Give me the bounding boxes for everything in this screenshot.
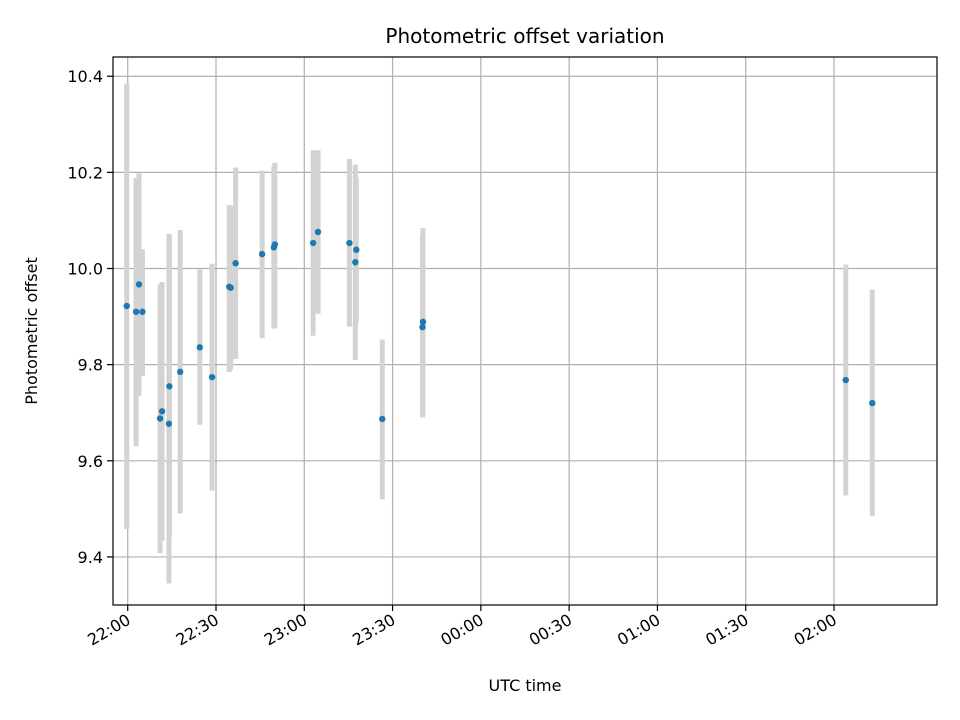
data-point [158,408,166,415]
data-point [309,239,317,247]
data-point [869,399,876,407]
y-tick-label: 9.8 [78,356,103,375]
data-point [258,250,266,258]
data-point [379,415,386,423]
data-point [232,260,239,267]
data-point [139,308,146,315]
data-point [271,241,279,248]
x-axis-label: UTC time [489,676,562,695]
data-points [123,228,876,427]
chart-title: Photometric offset variation [385,24,664,48]
y-tick-label: 9.4 [78,548,103,567]
data-point [156,415,164,422]
data-point [419,318,427,326]
y-tick-label: 10.0 [67,260,103,279]
data-point [208,373,216,381]
data-point [842,376,849,384]
data-point [135,281,143,288]
data-point [353,246,360,253]
data-point [352,259,359,266]
grid [113,57,937,605]
y-axis-ticks: 9.4 9.6 9.8 10.0 10.2 10.4 [67,67,113,567]
data-point [227,284,234,291]
data-point [166,383,173,390]
data-point [165,420,173,427]
y-tick-label: 10.2 [67,163,103,182]
data-point [314,228,322,236]
y-tick-label: 10.4 [67,67,103,86]
data-point [419,323,426,331]
y-axis-label: Photometric offset [22,257,41,405]
data-point [346,239,353,247]
data-point [196,344,204,351]
data-point [176,368,184,376]
plot-frame [112,56,938,606]
data-point [123,302,130,310]
data-point [132,308,140,315]
y-tick-label: 9.6 [78,452,103,471]
